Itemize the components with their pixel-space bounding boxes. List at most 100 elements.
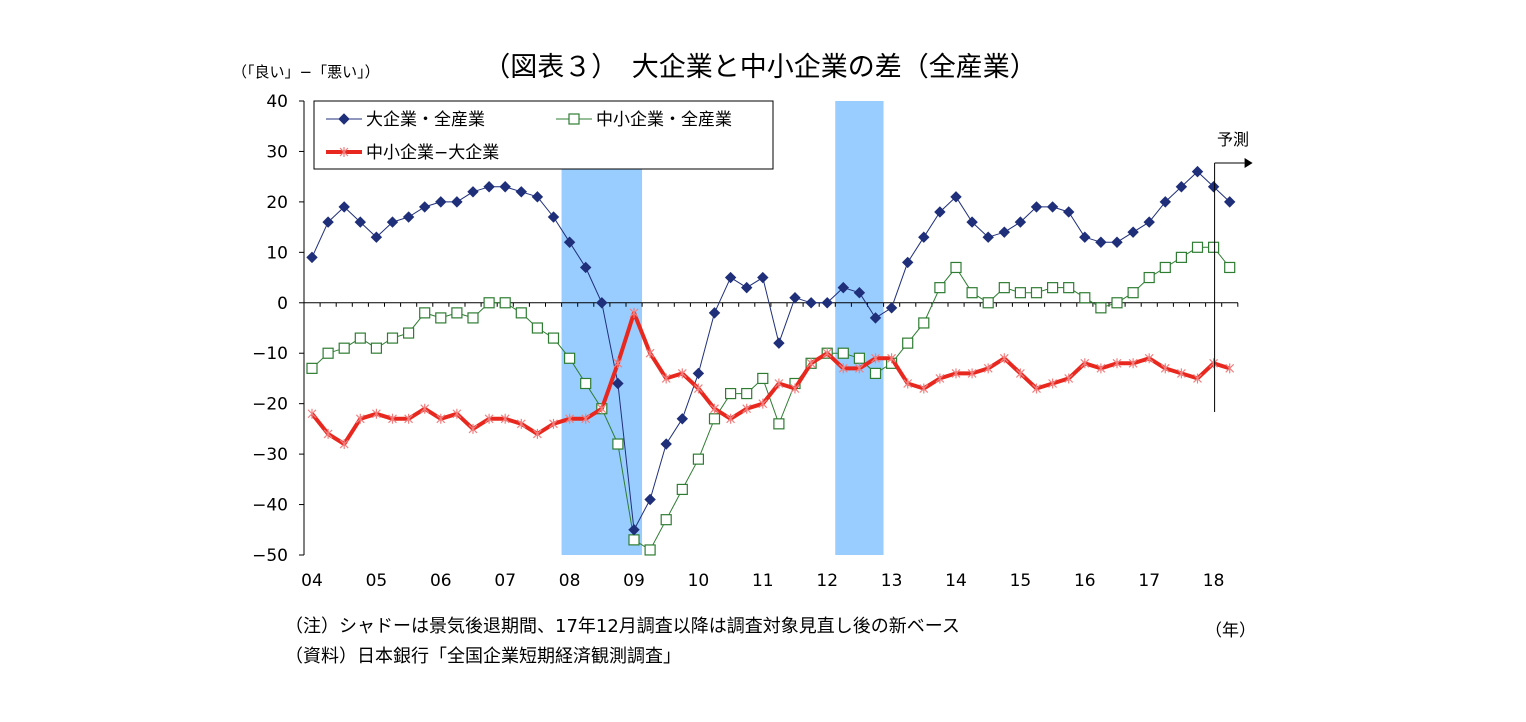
data-point (579, 261, 592, 274)
series-line-2 (311, 246, 1231, 551)
data-point (388, 413, 397, 424)
data-point (854, 363, 864, 374)
data-point (483, 181, 495, 193)
data-point (549, 418, 558, 429)
y-tick-label: 30 (266, 142, 288, 162)
data-point (468, 423, 478, 434)
data-point (822, 348, 832, 359)
y-tick-label: −20 (252, 395, 288, 415)
data-point (1159, 261, 1171, 274)
x-tick-label: 05 (366, 571, 388, 591)
data-point (966, 216, 978, 228)
x-tick-label: 08 (559, 571, 581, 591)
x-tick-label: 15 (1010, 571, 1032, 591)
data-point (1159, 196, 1172, 208)
legend-label-small: 中小企業・全産業 (596, 110, 732, 130)
data-point (1096, 363, 1106, 374)
data-point (1048, 378, 1058, 389)
y-tick-label: 0 (277, 294, 288, 314)
data-point (420, 403, 430, 414)
x-tick-label: 16 (1074, 571, 1096, 591)
data-point (547, 332, 560, 344)
data-point (1127, 287, 1139, 299)
data-point (339, 439, 349, 450)
data-point (580, 377, 592, 390)
data-point (758, 398, 768, 409)
data-point (1014, 287, 1027, 299)
data-point (386, 216, 399, 228)
data-point (370, 342, 382, 354)
data-point (307, 408, 317, 419)
data-point (515, 186, 528, 198)
data-point (1030, 201, 1043, 213)
data-point (322, 347, 334, 359)
data-point (1111, 236, 1123, 248)
x-tick-label: 09 (623, 571, 645, 591)
data-point (918, 317, 930, 329)
data-point (563, 352, 576, 364)
data-point (323, 428, 333, 439)
data-point (436, 413, 446, 424)
data-point (935, 373, 945, 384)
data-point (1207, 241, 1220, 253)
legend-swatch-marker (339, 147, 349, 157)
note-line-2: （資料）日本銀行「全国企業短期経済観測調査」 (285, 646, 681, 667)
y-tick-label: 10 (266, 243, 288, 263)
x-tick-label: 10 (688, 571, 710, 591)
y-axis-unit-label: （「良い」−「悪い」） (232, 63, 380, 81)
x-tick-label: 11 (752, 571, 774, 591)
data-point (1079, 231, 1091, 243)
data-point (338, 342, 350, 354)
data-point (774, 378, 784, 389)
data-point (869, 367, 882, 379)
data-point (740, 281, 753, 294)
x-tick-label: 06 (430, 571, 452, 591)
x-tick-label: 04 (301, 571, 323, 591)
data-point (741, 387, 753, 400)
data-point (676, 413, 689, 425)
data-point (934, 206, 946, 218)
legend-swatch-marker (338, 113, 350, 125)
data-point (532, 428, 542, 439)
data-point (403, 327, 415, 339)
data-point (516, 418, 526, 429)
data-point (404, 413, 414, 424)
data-point (1191, 165, 1204, 178)
data-point (998, 282, 1010, 294)
data-point (950, 191, 962, 203)
series-line-3 (310, 310, 1231, 446)
y-tick-label: −30 (252, 445, 288, 465)
data-point (918, 231, 930, 243)
y-tick-label: −40 (252, 496, 288, 516)
data-point (998, 226, 1011, 238)
data-point (1112, 358, 1122, 369)
data-point (805, 297, 817, 309)
data-point (322, 216, 334, 228)
data-point (581, 413, 591, 424)
data-point (1209, 358, 1219, 369)
data-point (1176, 368, 1186, 379)
series-2 (306, 241, 1236, 556)
data-point (467, 186, 479, 198)
data-point (1015, 368, 1025, 379)
data-point (837, 347, 849, 359)
data-point (773, 337, 785, 349)
data-point (338, 201, 350, 213)
data-point (757, 372, 769, 385)
data-point (710, 403, 719, 414)
x-tick-label: 17 (1138, 571, 1160, 591)
data-point (499, 181, 511, 193)
x-tick-label: 13 (881, 571, 903, 591)
data-point (999, 353, 1009, 364)
data-point (451, 307, 463, 319)
note-line-1: （注）シャドーは景気後退期間、17年12月調査以降は調査対象見直し後の新ベース (285, 616, 960, 637)
legend-label-large: 大企業・全産業 (366, 110, 485, 130)
data-point (966, 287, 978, 299)
data-point (726, 413, 736, 424)
x-axis-unit-label: （年） (1205, 621, 1256, 641)
data-point (677, 368, 687, 379)
data-point (790, 383, 800, 394)
data-point (853, 352, 866, 364)
data-point (902, 337, 914, 349)
data-point (1191, 241, 1204, 253)
